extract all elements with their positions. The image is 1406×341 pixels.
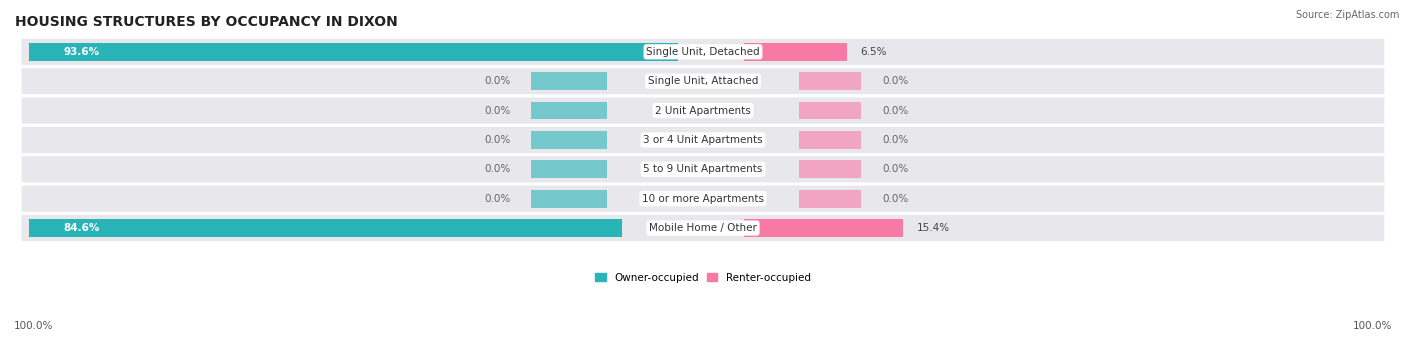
Text: Mobile Home / Other: Mobile Home / Other (650, 223, 756, 233)
Bar (531, 102, 606, 119)
Text: Single Unit, Detached: Single Unit, Detached (647, 47, 759, 57)
FancyBboxPatch shape (21, 68, 1385, 94)
Bar (531, 72, 606, 90)
Text: 0.0%: 0.0% (484, 106, 510, 116)
FancyBboxPatch shape (21, 215, 1385, 241)
Text: 6.5%: 6.5% (860, 47, 887, 57)
FancyBboxPatch shape (21, 156, 1385, 182)
Text: 5 to 9 Unit Apartments: 5 to 9 Unit Apartments (644, 164, 762, 174)
FancyBboxPatch shape (21, 127, 1385, 153)
Bar (28, 43, 678, 61)
Bar (28, 219, 623, 237)
Text: 0.0%: 0.0% (484, 164, 510, 174)
Text: 2 Unit Apartments: 2 Unit Apartments (655, 106, 751, 116)
Bar (744, 219, 903, 237)
FancyBboxPatch shape (21, 39, 1385, 65)
Text: 0.0%: 0.0% (882, 164, 908, 174)
Text: 84.6%: 84.6% (63, 223, 100, 233)
Text: Single Unit, Attached: Single Unit, Attached (648, 76, 758, 86)
Bar (800, 161, 862, 178)
Text: 0.0%: 0.0% (882, 135, 908, 145)
Bar (800, 102, 862, 119)
Text: 10 or more Apartments: 10 or more Apartments (643, 194, 763, 204)
Text: Source: ZipAtlas.com: Source: ZipAtlas.com (1295, 10, 1399, 20)
Text: 100.0%: 100.0% (14, 321, 53, 330)
Bar (744, 43, 846, 61)
FancyBboxPatch shape (21, 186, 1385, 212)
Text: 0.0%: 0.0% (882, 194, 908, 204)
Bar (531, 190, 606, 208)
Text: 0.0%: 0.0% (484, 135, 510, 145)
Bar (800, 131, 862, 149)
Text: 15.4%: 15.4% (917, 223, 949, 233)
Text: 0.0%: 0.0% (882, 76, 908, 86)
Text: 93.6%: 93.6% (63, 47, 100, 57)
Bar (800, 72, 862, 90)
Text: 0.0%: 0.0% (882, 106, 908, 116)
Bar (800, 190, 862, 208)
Bar (531, 161, 606, 178)
Legend: Owner-occupied, Renter-occupied: Owner-occupied, Renter-occupied (595, 273, 811, 283)
Text: 0.0%: 0.0% (484, 194, 510, 204)
Text: HOUSING STRUCTURES BY OCCUPANCY IN DIXON: HOUSING STRUCTURES BY OCCUPANCY IN DIXON (15, 15, 398, 29)
Text: 3 or 4 Unit Apartments: 3 or 4 Unit Apartments (643, 135, 763, 145)
Bar (531, 131, 606, 149)
Text: 0.0%: 0.0% (484, 76, 510, 86)
FancyBboxPatch shape (21, 98, 1385, 124)
Text: 100.0%: 100.0% (1353, 321, 1392, 330)
